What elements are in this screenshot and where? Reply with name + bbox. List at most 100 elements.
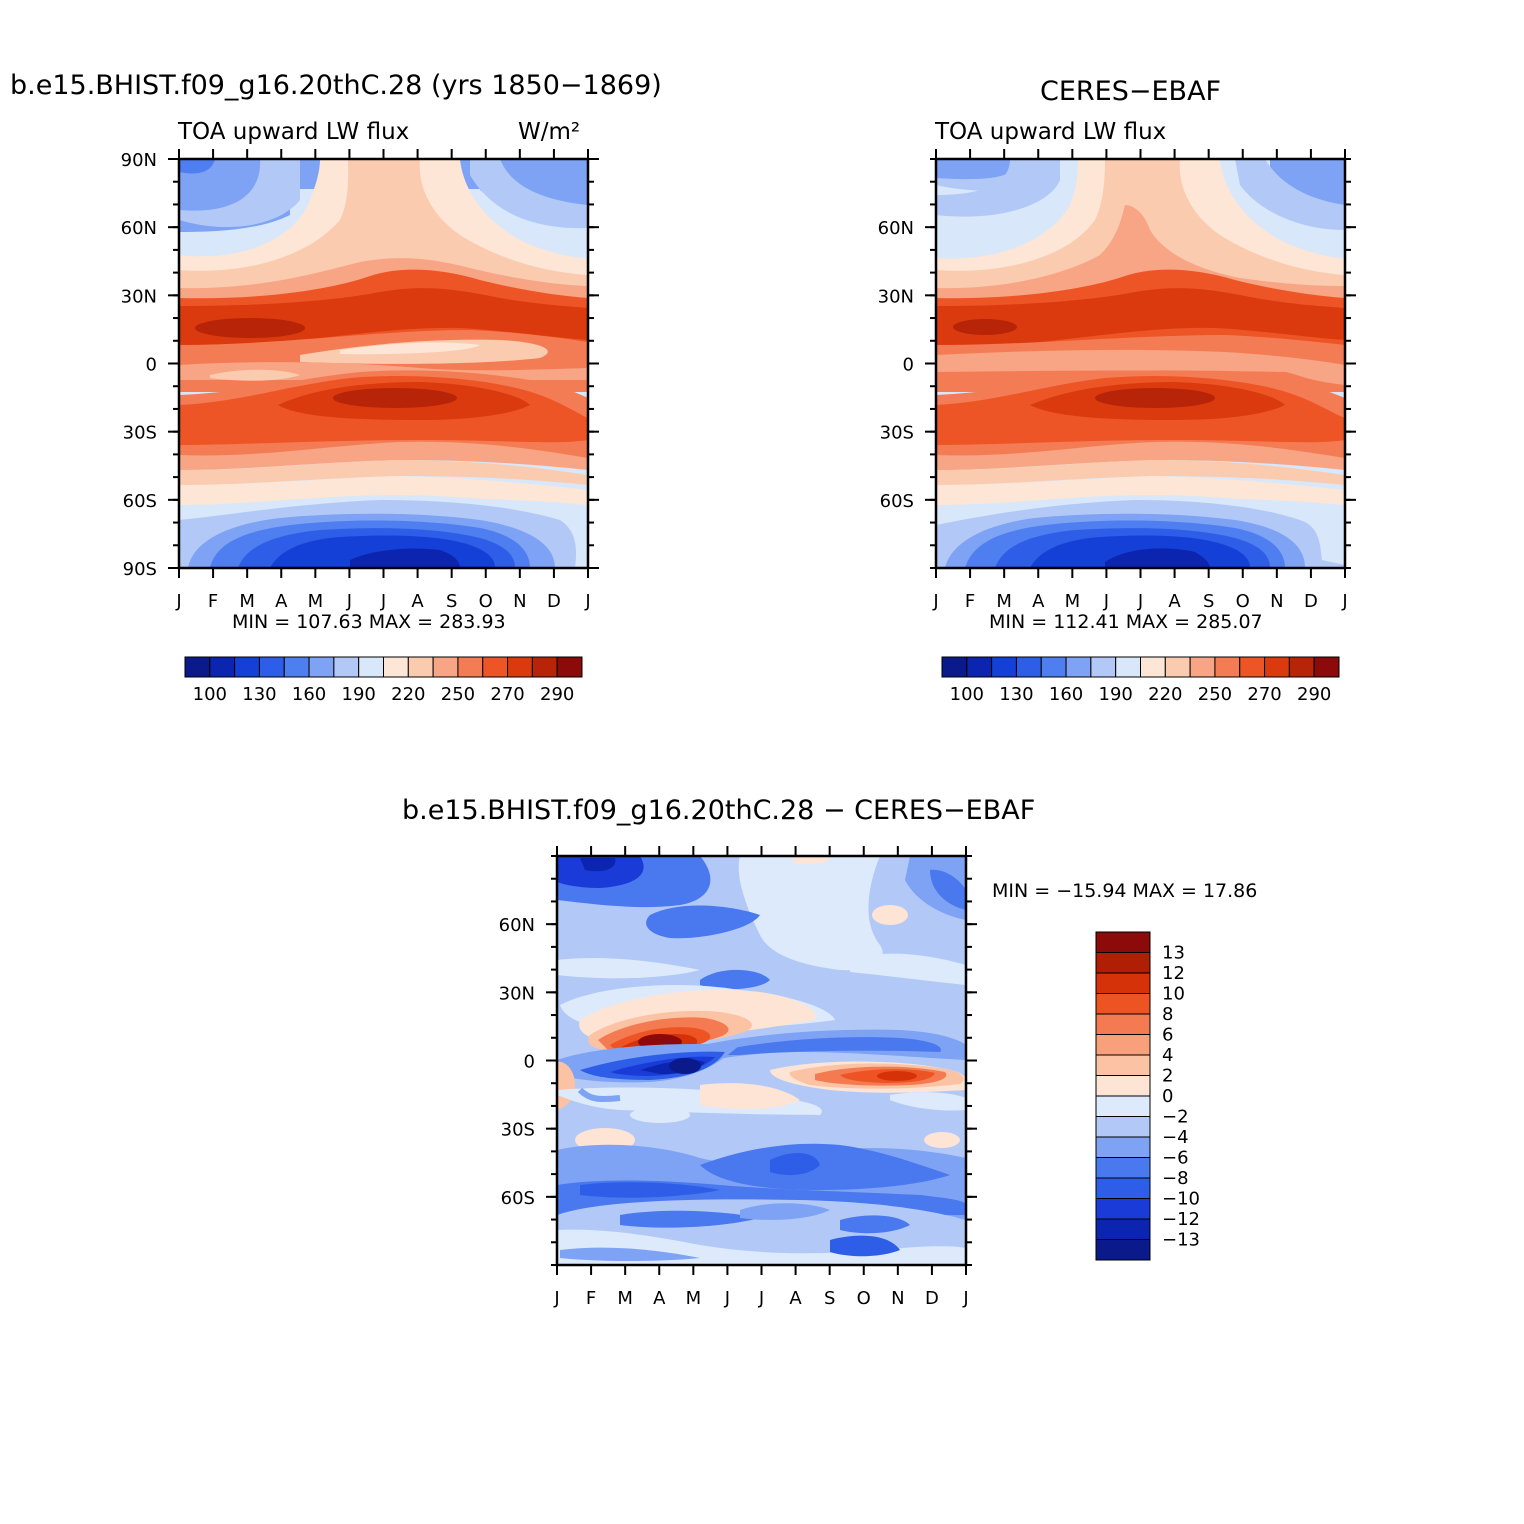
colorbar-box [333, 656, 360, 678]
colorbar-box [1095, 1054, 1151, 1076]
colorbar-box [308, 656, 335, 678]
x-tick-label: S [446, 591, 457, 612]
x-tick-label: J [553, 1288, 559, 1309]
x-tick-label: O [1236, 591, 1250, 612]
colorbar-box [1095, 1198, 1151, 1220]
colorbar-label: 270 [490, 684, 524, 705]
colorbar-box [358, 656, 384, 678]
left-panel-title: b.e15.BHIST.f09_g16.20thC.28 (yrs 1850−1… [10, 70, 662, 101]
colorbar-box [1095, 931, 1151, 953]
x-tick-label: J [346, 591, 352, 612]
x-tick-label: J [1103, 591, 1109, 612]
colorbar-label: 290 [1297, 684, 1331, 705]
colorbar-box [556, 656, 583, 678]
colorbar-box [258, 656, 285, 678]
colorbar-box [507, 656, 533, 678]
x-tick-label: D [547, 591, 561, 612]
colorbar-box [1095, 1075, 1151, 1097]
colorbar-box [1095, 1157, 1151, 1179]
colorbar-box [383, 656, 409, 678]
colorbar-box [1015, 656, 1042, 678]
x-tick-label: J [1137, 591, 1143, 612]
colorbar-label: 270 [1247, 684, 1281, 705]
colorbar-box [531, 656, 558, 678]
colorbar-label: 160 [1049, 684, 1083, 705]
colorbar-box [283, 656, 310, 678]
x-tick-label: D [925, 1288, 939, 1309]
colorbar-box [1095, 1239, 1151, 1261]
y-tick-label: 30S [123, 423, 157, 444]
colorbar-box [1095, 972, 1151, 994]
x-tick-label: S [824, 1288, 835, 1309]
colorbar-box [432, 656, 459, 678]
colorbar-label: 100 [950, 684, 984, 705]
y-tick-label: 90S [123, 559, 157, 580]
x-tick-label: M [686, 1288, 702, 1309]
colorbar-label: 0 [1162, 1086, 1173, 1107]
x-tick-label: N [1270, 591, 1283, 612]
x-tick-label: A [411, 591, 424, 612]
x-tick-label: J [724, 1288, 730, 1309]
colorbar-box [1189, 656, 1216, 678]
x-tick-label: D [1304, 591, 1318, 612]
colorbar-box [1140, 656, 1166, 678]
y-tick-label: 60N [878, 218, 914, 239]
colorbar-label: 290 [540, 684, 574, 705]
colorbar-box [1164, 656, 1191, 678]
colorbar-label: 130 [242, 684, 276, 705]
x-tick-label: F [965, 591, 975, 612]
right-field [936, 159, 1345, 568]
right-minmax: MIN = 112.41 MAX = 285.07 [989, 611, 1263, 633]
y-tick-label: 30N [121, 286, 157, 307]
x-tick-label: J [1341, 591, 1347, 612]
x-tick-label: N [513, 591, 526, 612]
left-units-label: W/m² [518, 119, 581, 145]
colorbar-label: −2 [1162, 1107, 1189, 1128]
colorbar-box [1095, 1218, 1151, 1240]
x-tick-label: A [653, 1288, 666, 1309]
colorbar-box [1040, 656, 1067, 678]
colorbar-box [1095, 1095, 1151, 1117]
colorbar-box [1264, 656, 1290, 678]
colorbar-box [1095, 1136, 1151, 1158]
right-panel-title: CERES−EBAF [1040, 76, 1222, 107]
axis-ticks [168, 149, 1356, 1275]
colorbar-box [209, 656, 236, 678]
x-tick-label: J [962, 1288, 968, 1309]
y-tick-label: 0 [146, 355, 157, 376]
colorbar-box [1095, 1177, 1151, 1199]
colorbar-box [991, 656, 1017, 678]
y-tick-label: 30S [501, 1120, 535, 1141]
colorbar-label: −8 [1162, 1168, 1189, 1189]
colorbar-label: 250 [441, 684, 475, 705]
x-tick-label: A [1032, 591, 1045, 612]
left-minmax: MIN = 107.63 MAX = 283.93 [232, 611, 506, 633]
x-tick-label: J [175, 591, 181, 612]
y-tick-label: 0 [903, 355, 914, 376]
y-tick-label: 30N [499, 983, 535, 1004]
colorbar-label: 4 [1162, 1045, 1173, 1066]
colorbar-label: 160 [292, 684, 326, 705]
y-tick-label: 30N [878, 286, 914, 307]
x-tick-label: F [208, 591, 218, 612]
y-tick-label: 90N [121, 150, 157, 171]
colorbar-label: 220 [391, 684, 425, 705]
colorbar-label: −4 [1162, 1127, 1189, 1148]
x-tick-label: A [275, 591, 288, 612]
diff-field [557, 856, 966, 1265]
x-tick-label: M [617, 1288, 633, 1309]
colorbar-label: −12 [1162, 1209, 1200, 1230]
colorbar-label: −6 [1162, 1148, 1189, 1169]
x-tick-label: A [789, 1288, 802, 1309]
colorbar-label: 12 [1162, 963, 1185, 984]
colorbar-label: 2 [1162, 1066, 1173, 1087]
colorbar-box [1090, 656, 1117, 678]
colorbar-box [941, 656, 968, 678]
x-tick-label: F [586, 1288, 596, 1309]
colorbar-label: 130 [999, 684, 1033, 705]
y-tick-label: 60N [499, 915, 535, 936]
left-field [179, 159, 588, 568]
x-tick-label: M [308, 591, 324, 612]
